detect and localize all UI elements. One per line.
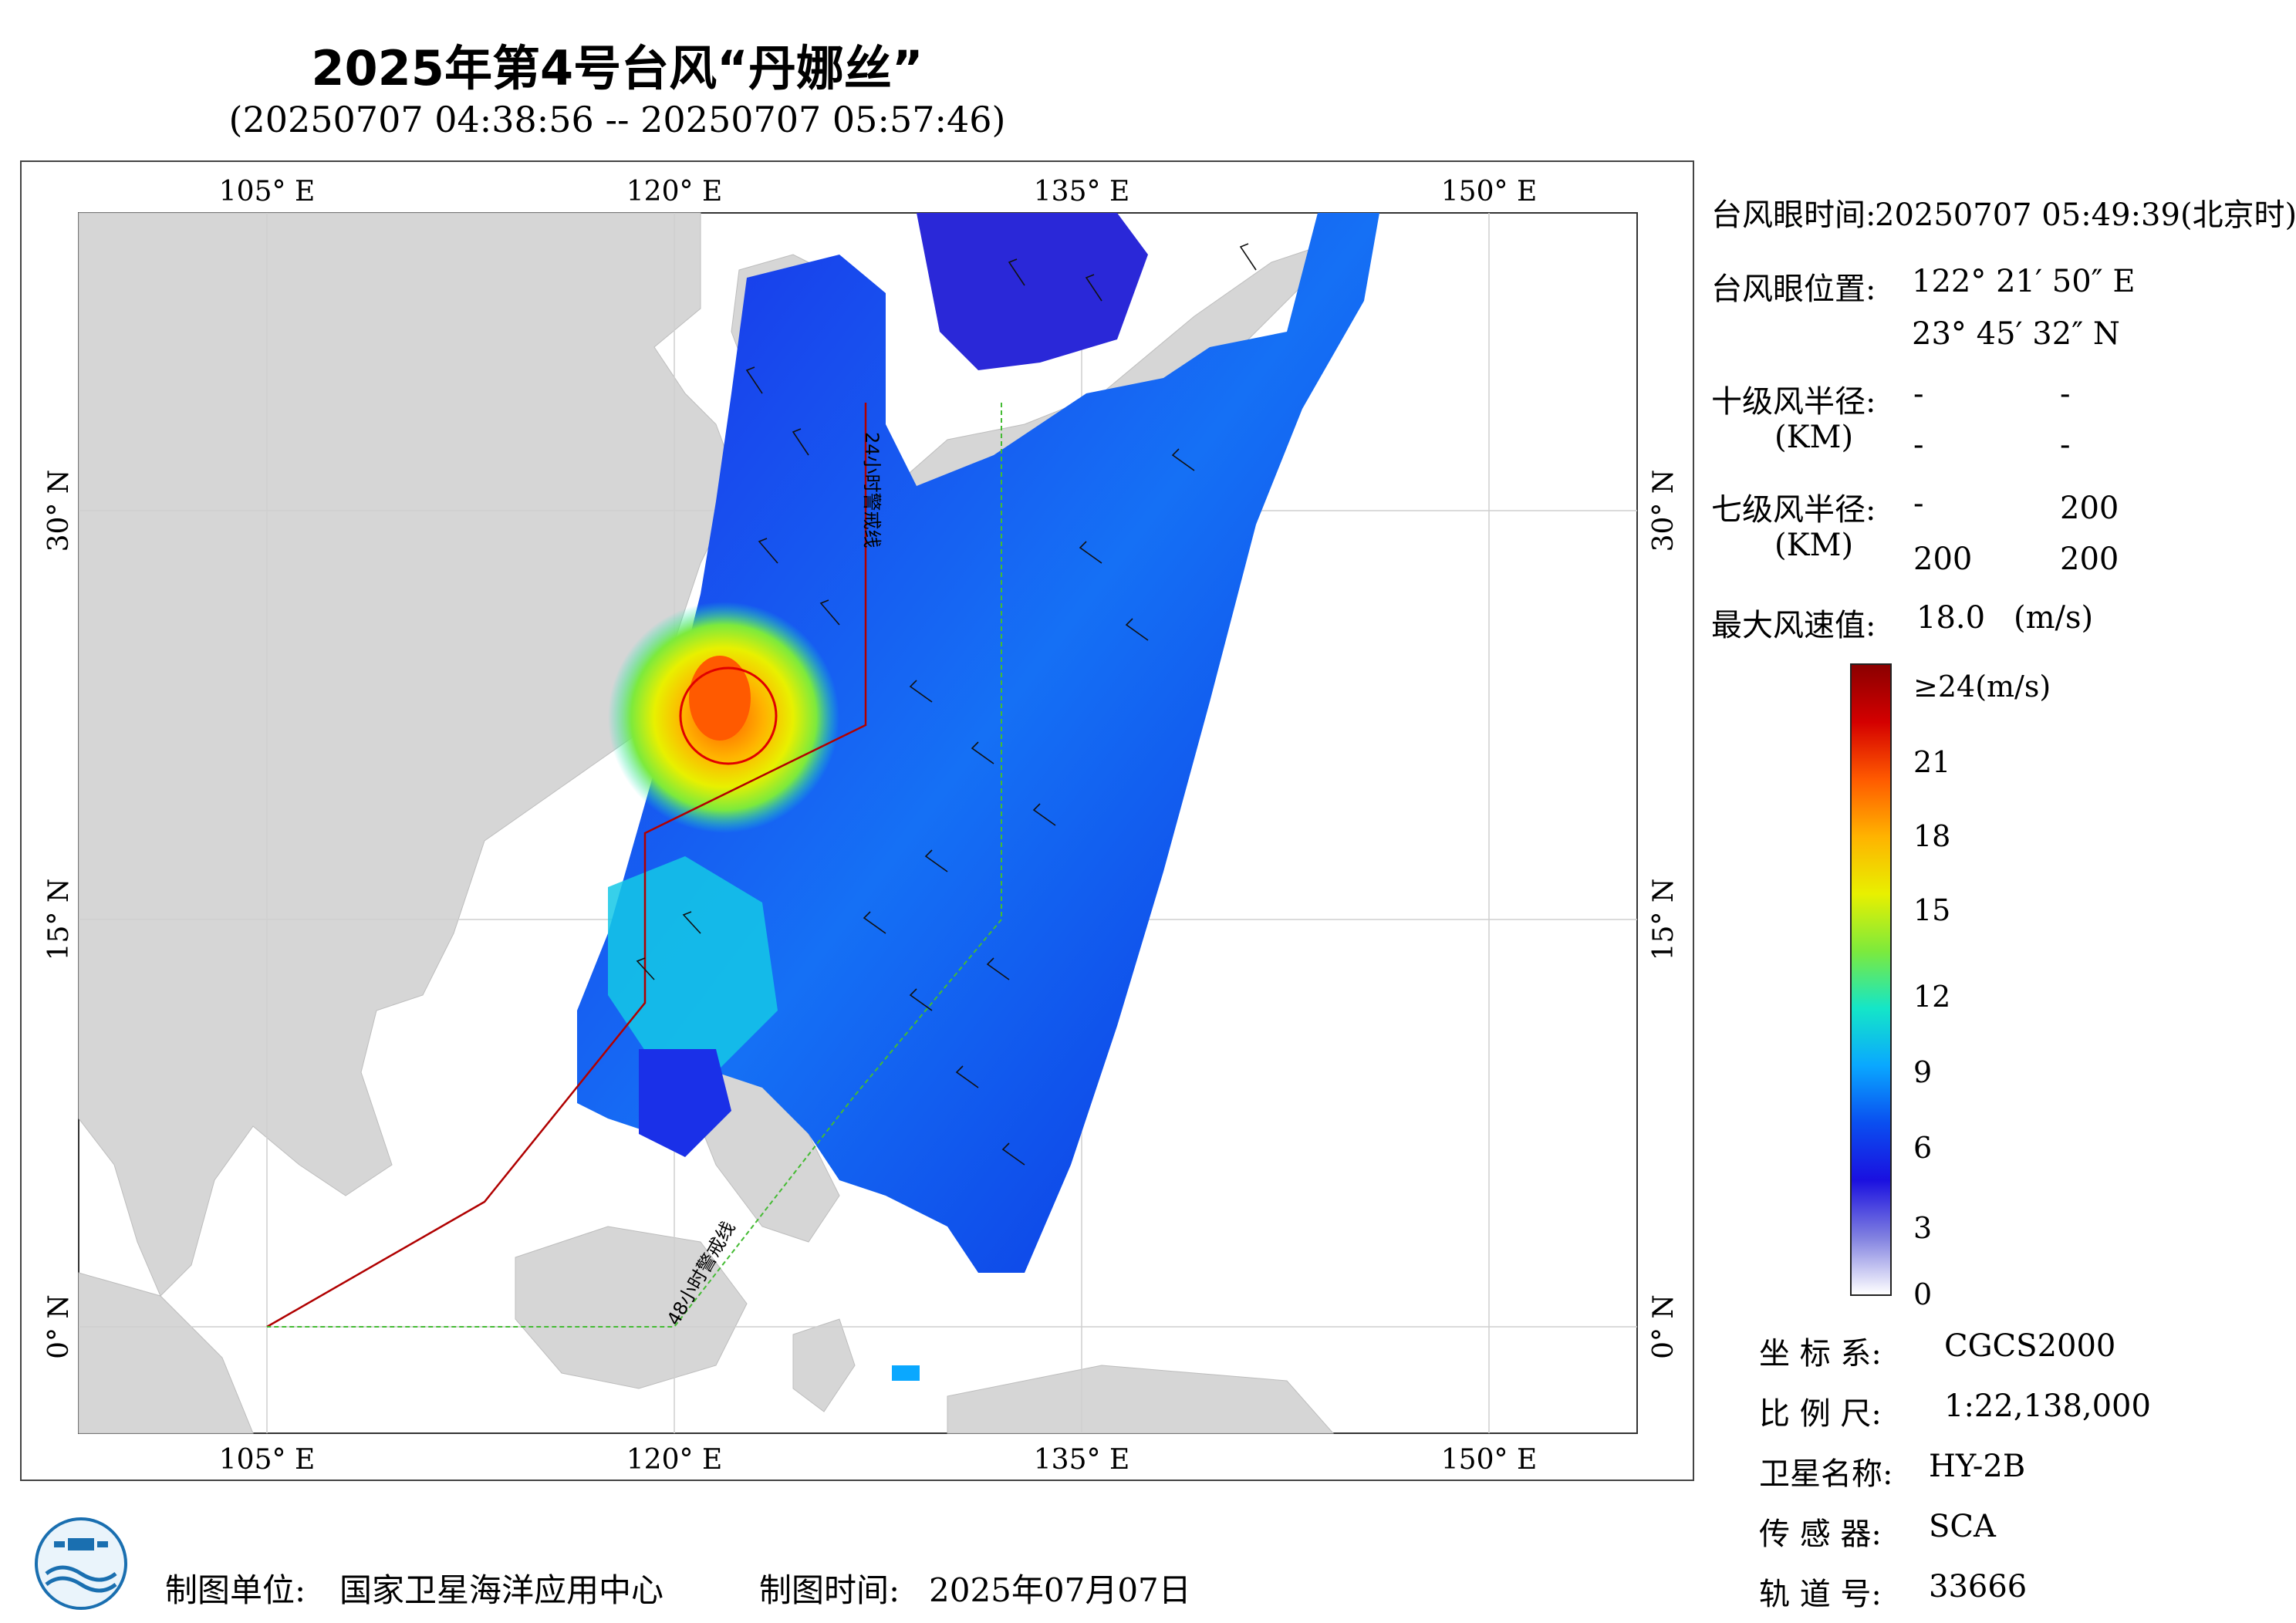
wind-barbs xyxy=(636,243,1257,1166)
max-wind-value: 18.0 xyxy=(1916,600,1986,636)
lon-label: 135° E xyxy=(1034,176,1129,208)
eye-latitude: 23° 45′ 32″ N xyxy=(1912,316,2120,352)
lon-label: 135° E xyxy=(1034,1444,1129,1476)
colorbar-label: 21 xyxy=(1913,745,1951,779)
map-frame: 105° E 120° E 135° E 150° E 105° E 120° … xyxy=(20,160,1694,1481)
lat-label: 0° N xyxy=(43,1294,75,1359)
satellite-label: 卫星名称: xyxy=(1759,1456,1893,1492)
lon-label: 150° E xyxy=(1441,176,1537,208)
eye-position-label: 台风眼位置: xyxy=(1711,272,1876,307)
r7-value: - xyxy=(1913,486,1924,521)
lat-label: 15° N xyxy=(43,879,75,961)
r7-value: 200 xyxy=(1913,542,1973,577)
colorbar-label: 15 xyxy=(1913,893,1951,927)
r7-value: 200 xyxy=(2060,542,2119,577)
orbit-label: 轨 道 号: xyxy=(1759,1577,1882,1612)
max-wind-label: 最大风速值: xyxy=(1711,608,1876,643)
warning-line-24h-label: 24小时警戒线 xyxy=(861,432,883,548)
scale-label: 比 例 尺: xyxy=(1759,1396,1882,1432)
typhoon-wind-radius xyxy=(679,666,778,765)
r7-label: 七级风半径: xyxy=(1711,492,1876,528)
colorbar-label: 6 xyxy=(1913,1131,1933,1165)
max-wind-unit: (m/s) xyxy=(2014,600,2094,636)
warning-line-24h xyxy=(266,403,867,1328)
lon-label: 120° E xyxy=(626,176,722,208)
lat-label: 15° N xyxy=(1648,879,1680,961)
map-subtitle: (20250707 04:38:56 -- 20250707 05:57:46) xyxy=(228,99,1006,140)
r10-label: 十级风半径: xyxy=(1711,384,1876,420)
lon-label: 105° E xyxy=(219,176,315,208)
colorbar-label: 18 xyxy=(1913,819,1951,853)
crs-label: 坐 标 系: xyxy=(1759,1336,1882,1372)
colorbar-label: 0 xyxy=(1913,1277,1933,1311)
satellite-value: HY-2B xyxy=(1929,1449,2026,1484)
producer-label: 制图单位: xyxy=(165,1571,306,1609)
map-title: 2025年第4号台风“丹娜丝” xyxy=(311,40,923,96)
warning-line-48h xyxy=(267,403,1002,1328)
lon-labels-bottom: 105° E 120° E 135° E 150° E xyxy=(219,1444,1537,1476)
r10-value: - xyxy=(2060,376,2071,412)
producer-value: 国家卫星海洋应用中心 xyxy=(339,1571,664,1609)
sensor-value: SCA xyxy=(1929,1509,1996,1544)
crs-value: CGCS2000 xyxy=(1944,1328,2116,1364)
date-value: 2025年07月07日 xyxy=(929,1571,1191,1609)
lon-label: 105° E xyxy=(219,1444,315,1476)
nsoas-logo-icon xyxy=(31,1513,131,1614)
orbit-value: 33666 xyxy=(1929,1569,2028,1604)
lat-labels-left: 30° N 15° N 0° N xyxy=(43,470,75,1359)
colorbar-label: 12 xyxy=(1913,980,1951,1014)
lat-label: 0° N xyxy=(1648,1294,1680,1359)
colorbar xyxy=(1850,663,1892,1296)
lon-labels-top: 105° E 120° E 135° E 150° E xyxy=(219,176,1537,208)
r10-value: - xyxy=(2060,427,2071,463)
eye-longitude: 122° 21′ 50″ E xyxy=(1912,264,2136,299)
eye-time-label: 台风眼时间: xyxy=(1711,197,1876,233)
r10-value: - xyxy=(1913,427,1924,463)
warning-lines xyxy=(266,403,1002,1328)
date-label: 制图时间: xyxy=(759,1571,900,1609)
r10-unit: (KM) xyxy=(1774,420,1854,455)
r7-value: 200 xyxy=(2060,491,2119,526)
eye-time-value: 20250707 05:49:39(北京时) xyxy=(1875,197,2296,233)
sensor-label: 传 感 器: xyxy=(1759,1517,1882,1552)
lat-labels-right: 30° N 15° N 0° N xyxy=(1648,470,1680,1359)
wind-field-map: 105° E 120° E 135° E 150° E 105° E 120° … xyxy=(43,176,1680,1476)
colorbar-label: 9 xyxy=(1913,1055,1933,1089)
lat-label: 30° N xyxy=(43,470,75,552)
lon-label: 120° E xyxy=(626,1444,722,1476)
r10-value: - xyxy=(1913,376,1924,412)
colorbar-label: 3 xyxy=(1913,1211,1933,1245)
scale-value: 1:22,138,000 xyxy=(1944,1388,2151,1424)
colorbar-label: ≥24(m/s) xyxy=(1913,670,2051,704)
lon-label: 150° E xyxy=(1441,1444,1537,1476)
r7-unit: (KM) xyxy=(1774,528,1854,563)
lat-label: 30° N xyxy=(1648,470,1680,552)
